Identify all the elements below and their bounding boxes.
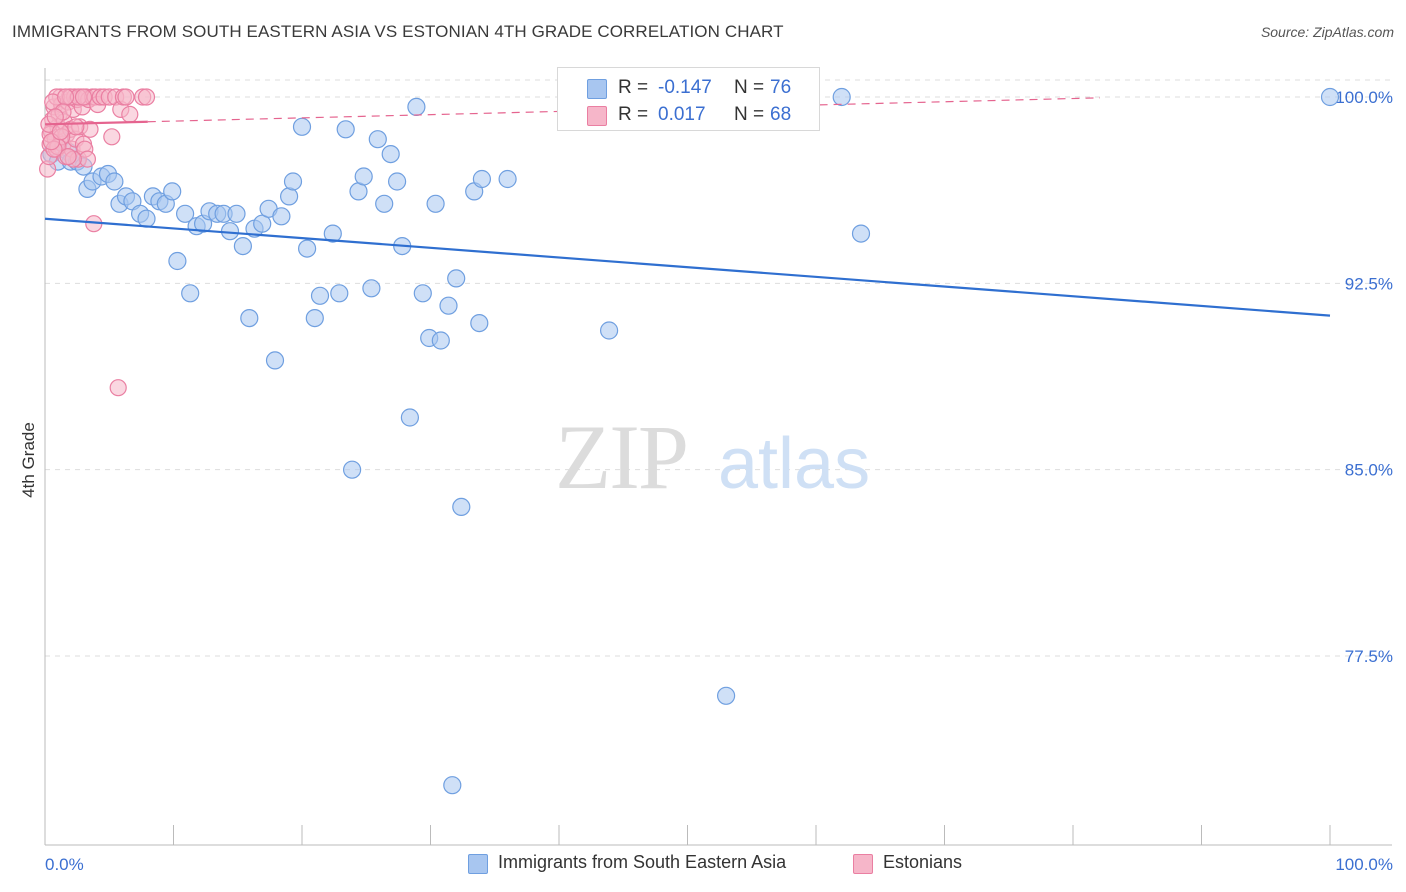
point-estonians — [109, 379, 127, 397]
data-points — [38, 87, 1340, 795]
y-tick-label: 92.5% — [1345, 274, 1393, 293]
point-immigrants — [362, 279, 381, 298]
legend-swatch-pink — [853, 854, 873, 874]
x-tick-labels: 0.0% 100.0% — [45, 855, 1393, 874]
point-immigrants — [452, 497, 471, 516]
legend-label: Estonians — [883, 852, 963, 872]
legend-row-pink: R = 0.017 N = 68 — [558, 102, 819, 128]
point-immigrants — [368, 130, 387, 149]
point-estonians — [103, 128, 121, 146]
y-tick-label: 100.0% — [1335, 88, 1393, 107]
x-tick-label: 100.0% — [1335, 855, 1393, 874]
point-immigrants — [443, 776, 462, 795]
legend-n-label: N = — [734, 104, 765, 125]
point-immigrants — [472, 169, 491, 189]
legend-item-immigrants[interactable]: Immigrants from South Eastern Asia — [468, 852, 828, 876]
legend-swatch-pink — [587, 106, 607, 126]
point-immigrants — [310, 286, 330, 305]
point-immigrants — [832, 87, 851, 107]
point-estonians — [46, 108, 64, 126]
axes — [44, 68, 1392, 846]
point-estonians — [51, 123, 70, 141]
grid-lines — [45, 79, 1390, 657]
point-estonians — [117, 88, 135, 106]
watermark-atlas: atlas — [718, 424, 870, 504]
point-estonians — [59, 148, 77, 166]
point-immigrants — [292, 117, 312, 136]
point-immigrants — [176, 204, 195, 223]
source-label: Source: ZipAtlas.com — [1260, 24, 1394, 40]
point-immigrants — [283, 172, 303, 191]
y-tick-label: 85.0% — [1345, 461, 1393, 480]
point-immigrants — [181, 284, 200, 303]
point-immigrants — [439, 296, 458, 315]
point-immigrants — [168, 251, 187, 271]
point-immigrants — [413, 284, 432, 303]
legend-r-value: 0.017 — [658, 104, 706, 125]
legend-label: Immigrants from South Eastern Asia — [498, 852, 787, 872]
point-estonians — [74, 88, 93, 106]
y-tick-label: 77.5% — [1345, 647, 1393, 666]
trend-line-estonians — [44, 120, 148, 126]
stats-legend: R = -0.147 N = 76 R = 0.017 N = 68 — [557, 67, 820, 131]
point-immigrants — [400, 408, 419, 427]
point-immigrants — [137, 209, 156, 228]
y-tick-labels: 77.5% 85.0% 92.5% 100.0% — [1335, 88, 1393, 666]
point-estonians — [121, 105, 139, 124]
legend-row-blue: R = -0.147 N = 76 — [558, 75, 819, 101]
point-immigrants — [599, 321, 619, 340]
point-immigrants — [240, 309, 259, 328]
point-immigrants — [233, 237, 252, 256]
point-immigrants — [280, 187, 299, 206]
legend-r-label: R = — [618, 77, 649, 98]
point-immigrants — [431, 331, 450, 350]
point-immigrants — [105, 172, 124, 191]
legend-n-value: 68 — [770, 104, 792, 125]
point-immigrants — [298, 239, 317, 258]
x-tick-label: 0.0% — [45, 855, 84, 874]
point-immigrants — [470, 314, 489, 333]
point-immigrants — [381, 145, 400, 164]
point-immigrants — [330, 284, 349, 303]
point-immigrants — [323, 224, 342, 243]
point-immigrants — [343, 460, 362, 479]
point-immigrants — [851, 224, 871, 243]
chart-title: IMMIGRANTS FROM SOUTH EASTERN ASIA VS ES… — [12, 22, 784, 41]
point-estonians — [56, 88, 75, 106]
legend-item-estonians[interactable]: Estonians — [853, 852, 993, 876]
legend-r-label: R = — [618, 104, 649, 125]
point-immigrants — [336, 120, 355, 139]
trend-line-immigrants — [44, 217, 1331, 317]
point-immigrants — [163, 182, 182, 201]
point-immigrants — [272, 207, 291, 226]
point-immigrants — [426, 194, 445, 213]
watermark: ZIP atlas — [555, 406, 870, 508]
point-immigrants — [305, 309, 324, 328]
point-estonians — [67, 118, 85, 136]
point-immigrants — [447, 269, 466, 288]
point-immigrants — [227, 204, 246, 223]
point-immigrants — [265, 351, 285, 370]
legend-r-value: -0.147 — [658, 77, 712, 98]
point-immigrants — [1320, 87, 1340, 107]
watermark-zip: ZIP — [555, 406, 687, 508]
legend-swatch-blue — [587, 79, 607, 99]
legend-n-label: N = — [734, 77, 765, 98]
point-immigrants — [407, 97, 426, 117]
legend-swatch-blue — [468, 854, 488, 874]
point-immigrants — [716, 686, 736, 705]
legend-n-value: 76 — [770, 77, 792, 98]
point-estonians — [137, 88, 156, 106]
point-immigrants — [498, 169, 517, 189]
point-immigrants — [354, 167, 373, 186]
point-immigrants — [375, 194, 394, 213]
y-axis-label: 4th Grade — [19, 422, 38, 498]
point-immigrants — [388, 172, 407, 191]
